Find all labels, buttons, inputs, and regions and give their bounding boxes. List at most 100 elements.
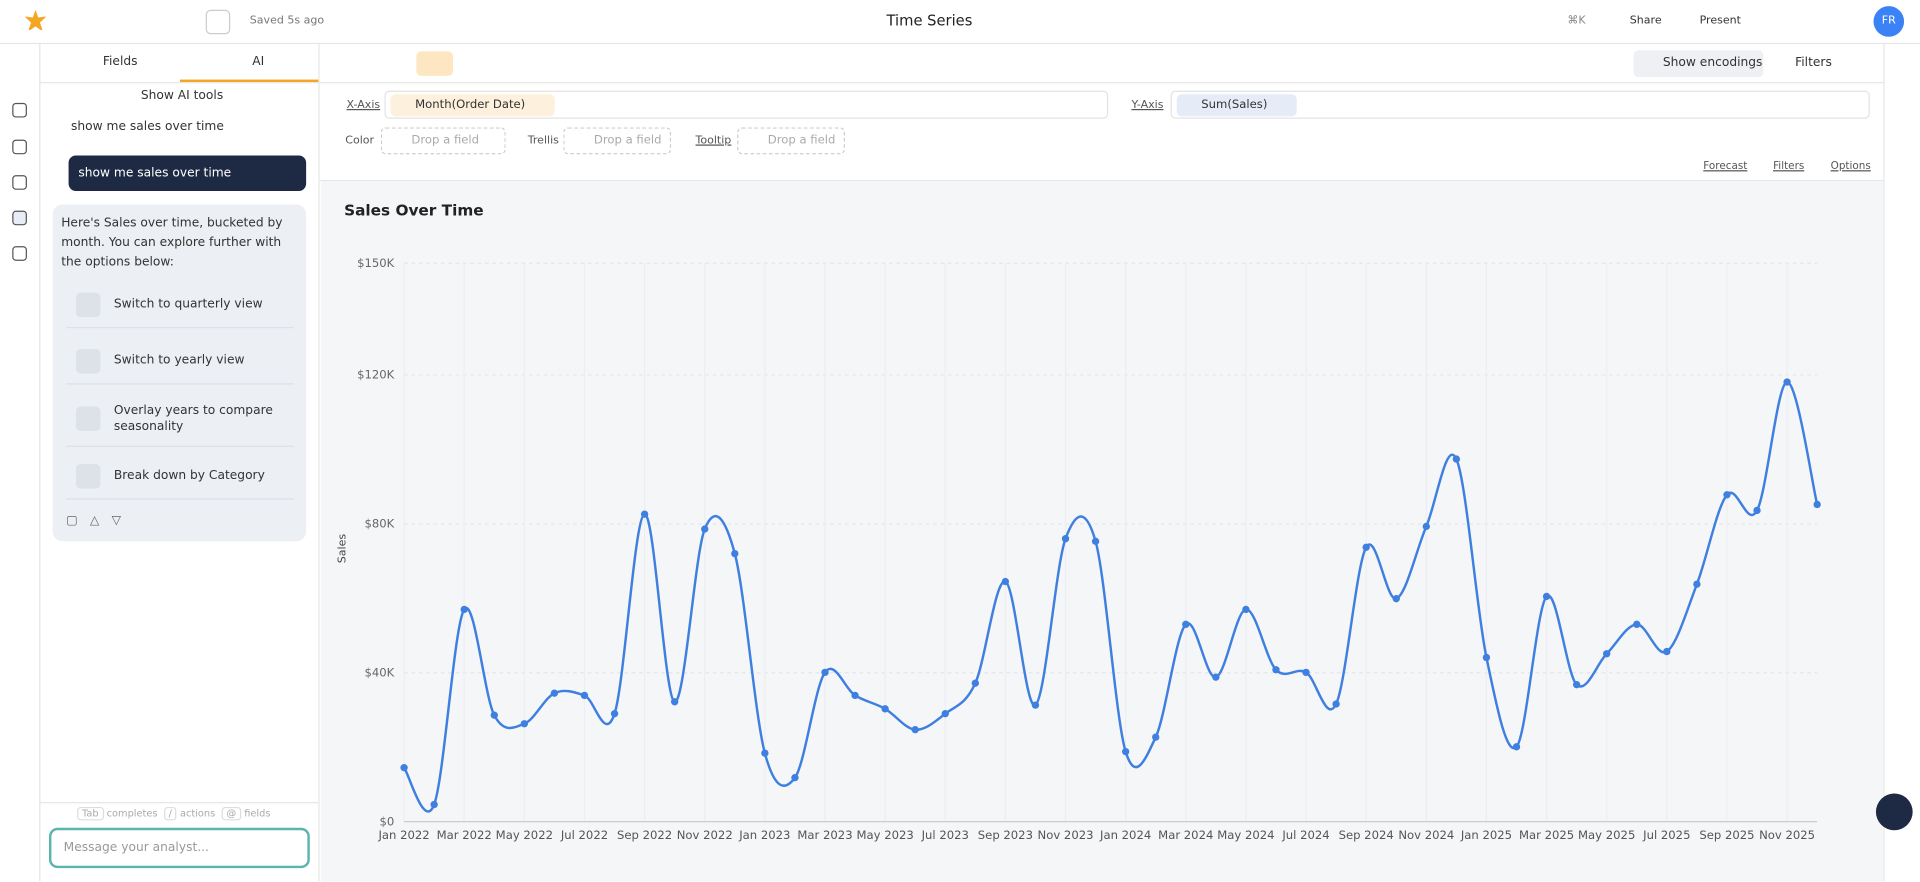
y-shelf[interactable] [1170,90,1870,119]
nav-icon[interactable] [12,175,27,190]
divider [0,42,1920,45]
logo[interactable] [24,9,47,32]
data-point [1091,537,1100,546]
data-point [1603,650,1611,658]
tooltip-label[interactable]: Tooltip [695,134,732,147]
data-point [1242,605,1250,614]
data-point [520,720,529,728]
suggestion[interactable]: Switch to quarterly view [66,285,294,329]
ai-tools-toggle[interactable]: Show AI tools [140,89,224,103]
show-encodings[interactable]: Show encodings [1662,56,1763,70]
message-input[interactable] [48,827,310,869]
share-button[interactable]: Share [1629,14,1662,27]
page-title: Time Series [886,12,973,30]
data-point [1663,647,1671,656]
data-point [821,668,829,677]
tab[interactable]: AI [252,55,265,69]
data-point [1272,666,1280,674]
options-option[interactable]: Options [1830,160,1871,173]
x-shelf[interactable] [384,90,1109,119]
avatar[interactable]: FR [1873,6,1905,37]
nav-icon[interactable] [12,102,27,118]
present-button[interactable]: Present [1699,14,1741,27]
x-field[interactable]: Month(Order Date) [390,94,555,117]
data-point [761,749,769,757]
nav-icon[interactable] [12,139,27,155]
x-tick-label: Mar 2023 [797,828,852,842]
chart: Sales Over Time Sales $0 $40K $80K $120K $15… [320,181,1884,882]
x-tick-label: Jan 2022 [377,828,429,842]
data-point [550,689,559,697]
conversation-select[interactable]: show me sales over time [71,120,224,134]
drop-zone[interactable]: Drop a field [737,127,845,155]
search-shortcut[interactable]: ⌘K [1567,14,1586,27]
x-tick-label: May 2022 [496,828,553,842]
forecast-option[interactable]: Forecast [1703,160,1748,173]
data-point [460,605,468,614]
feedback-icons[interactable]: ▢△▽ [66,514,134,528]
data-point [1302,668,1310,677]
chart-type-line[interactable] [416,51,454,76]
data-point [1813,500,1821,509]
show-encodings-bg[interactable] [1633,50,1764,78]
divider [1883,44,1885,882]
data-point [1121,747,1130,756]
data-point [1753,506,1761,515]
suggestion[interactable]: Break down by Category [66,457,294,500]
filters-option[interactable]: Filters [1773,160,1805,173]
data-point [1693,580,1701,588]
nav-icon[interactable] [12,210,27,226]
x-tick-label: Sep 2023 [978,828,1033,842]
filters-button[interactable]: Filters [1795,56,1832,70]
data-point [1572,680,1581,689]
data-point [640,510,649,518]
x-tick-label: Jan 2023 [738,828,790,842]
y-tick-label: $0 [379,814,394,828]
data-point [1001,577,1010,586]
y-tick-label: $80K [364,517,394,531]
trellis-label: Trellis [527,134,559,147]
data-point [490,711,498,719]
user-message: show me sales over time [68,155,307,192]
toggle-sidebar[interactable] [205,9,231,35]
divider [319,180,1884,182]
y-tick-label: $150K [357,256,395,270]
data-point [1392,594,1400,603]
divider [40,82,319,84]
data-point [1332,700,1340,708]
data-point [1452,455,1461,463]
suggestion[interactable]: Switch to yearly view [66,342,294,385]
data-point [941,710,949,718]
data-point [1362,543,1370,551]
data-point [1212,673,1220,681]
x-tick-label: Jul 2023 [921,828,969,842]
x-tick-label: Sep 2022 [617,828,672,842]
active-tab-indicator [180,79,319,83]
drop-zone[interactable]: Drop a field [380,127,506,155]
data-point [1512,743,1521,751]
x-tick-label: Mar 2022 [437,828,492,842]
menu-fab[interactable] [1875,793,1913,831]
data-point [580,691,589,700]
x-tick-label: Nov 2022 [677,828,733,842]
nav-icon[interactable] [12,246,27,261]
y-field[interactable]: Sum(Sales) [1176,94,1297,117]
suggestion[interactable]: Overlay years to compare seasonality [66,392,294,447]
drop-zone[interactable]: Drop a field [563,127,672,155]
data-point [430,800,438,809]
divider [39,44,41,882]
data-point [1783,378,1791,386]
data-point [400,763,408,772]
data-point [1061,535,1070,543]
tab[interactable]: Fields [102,55,138,69]
y-axis-label[interactable]: Y-Axis [1131,99,1164,112]
x-tick-label: Sep 2024 [1339,828,1394,842]
x-axis-label[interactable]: X-Axis [346,99,381,112]
data-point [1152,733,1160,741]
data-point [1482,653,1491,662]
data-point [1031,701,1040,709]
data-point [971,679,980,687]
chart-title: Sales Over Time [344,202,484,220]
x-tick-label: Jul 2024 [1281,828,1329,842]
data-point [911,726,919,734]
